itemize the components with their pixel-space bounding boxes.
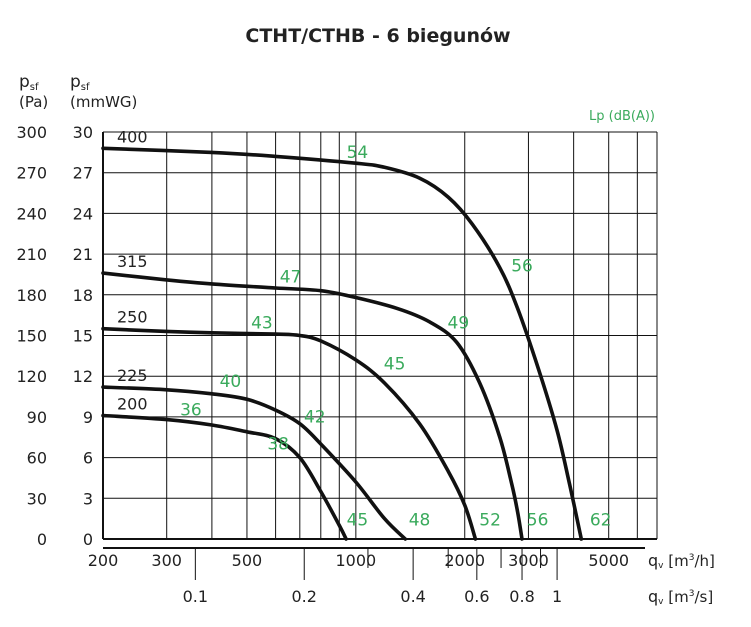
y-tick-label-pa: 90 (27, 408, 47, 427)
x-axis-label-m3s: qv [m3/s] (648, 587, 713, 607)
curve-315 (101, 271, 524, 541)
y-tick-label-mmwg: 21 (73, 245, 93, 264)
y-tick-label-pa: 300 (16, 123, 47, 142)
y-tick-label-mmwg: 12 (73, 367, 93, 386)
noise-level-label: 47 (280, 268, 302, 288)
curve-size-label: 225 (117, 366, 148, 385)
x-tick-label-m3h: 2000 (444, 551, 485, 570)
chart-title: CTHT/CTHB - 6 biegunów (245, 25, 510, 47)
x-tick-label-m3h: 3000 (508, 551, 549, 570)
x-tick-label-m3h: 1000 (335, 551, 376, 570)
noise-level-label: 49 (448, 314, 470, 334)
x-tick-label-m3s: 0.6 (464, 587, 489, 606)
y-tick-label-pa: 240 (16, 204, 47, 223)
x-tick-label-m3h: 300 (151, 551, 182, 570)
noise-level-label: 45 (347, 510, 369, 530)
y-tick-label-pa: 30 (27, 489, 47, 508)
y-tick-label-pa: 180 (16, 286, 47, 305)
x-tick-label-m3s: 0.2 (292, 587, 317, 606)
y-tick-label-mmwg: 15 (73, 327, 93, 346)
y-right-axis-unit: (mmWG) (70, 93, 137, 111)
y-tick-label-mmwg: 27 (73, 164, 93, 183)
curve-225 (101, 385, 408, 541)
y-tick-label-pa: 270 (16, 164, 47, 183)
curve-size-label: 315 (117, 252, 148, 271)
noise-level-label: 43 (251, 314, 273, 334)
curve-400 (101, 146, 584, 541)
noise-level-label: 36 (180, 401, 202, 421)
curve-size-label: 200 (117, 395, 148, 414)
curve-labels: 200 36 38 45 225 40 42 48 250 43 45 52 315 47 49 56 400 5… (117, 127, 611, 530)
curve-size-label: 250 (117, 308, 148, 327)
noise-level-label: 38 (267, 434, 289, 454)
curve-250 (101, 326, 478, 541)
y-tick-label-mmwg: 0 (83, 530, 93, 549)
noise-level-label: 56 (527, 510, 549, 530)
curve-200 (101, 413, 348, 541)
noise-level-label: 45 (384, 354, 406, 374)
y-tick-label-pa: 60 (27, 449, 47, 468)
y-tick-label-mmwg: 9 (83, 408, 93, 427)
noise-level-label: 52 (479, 510, 501, 530)
y-left-axis-unit: (Pa) (19, 93, 48, 111)
noise-level-label: 54 (347, 143, 369, 163)
y-tick-label-mmwg: 24 (73, 204, 93, 223)
noise-level-label: 40 (220, 372, 242, 392)
y-tick-label-mmwg: 3 (83, 489, 93, 508)
x-tick-label-m3s: 0.1 (183, 587, 208, 606)
y-right-axis-symbol: psf (70, 72, 90, 93)
lp-header: Lp (dB(A)) (589, 109, 655, 124)
fan-curves (101, 146, 584, 541)
x-axis-label-m3h: qv [m3/h] (648, 551, 715, 571)
tick-labels: 0 0 30 3 60 6 90 9 120 12 150 15 180 18 210 21 240 24 270 2… (16, 123, 629, 606)
noise-level-label: 42 (304, 407, 326, 427)
y-tick-label-pa: 210 (16, 245, 47, 264)
x-tick-label-m3s: 0.4 (400, 587, 425, 606)
x-tick-label-m3s: 1 (552, 587, 562, 606)
x-tick-label-m3h: 200 (88, 551, 119, 570)
y-tick-label-pa: 0 (37, 530, 47, 549)
noise-level-label: 48 (409, 510, 431, 530)
x-tick-label-m3h: 500 (232, 551, 263, 570)
y-tick-label-pa: 120 (16, 367, 47, 386)
y-tick-label-mmwg: 18 (73, 286, 93, 305)
y-tick-label-pa: 150 (16, 327, 47, 346)
grid (102, 131, 658, 580)
noise-level-label: 62 (590, 510, 612, 530)
y-tick-label-mmwg: 30 (73, 123, 93, 142)
x-tick-label-m3s: 0.8 (509, 587, 534, 606)
curve-size-label: 400 (117, 127, 148, 146)
noise-level-label: 56 (511, 257, 533, 277)
x-tick-label-m3h: 5000 (588, 551, 629, 570)
y-tick-label-mmwg: 6 (83, 449, 93, 468)
y-left-axis-symbol: psf (19, 72, 39, 93)
